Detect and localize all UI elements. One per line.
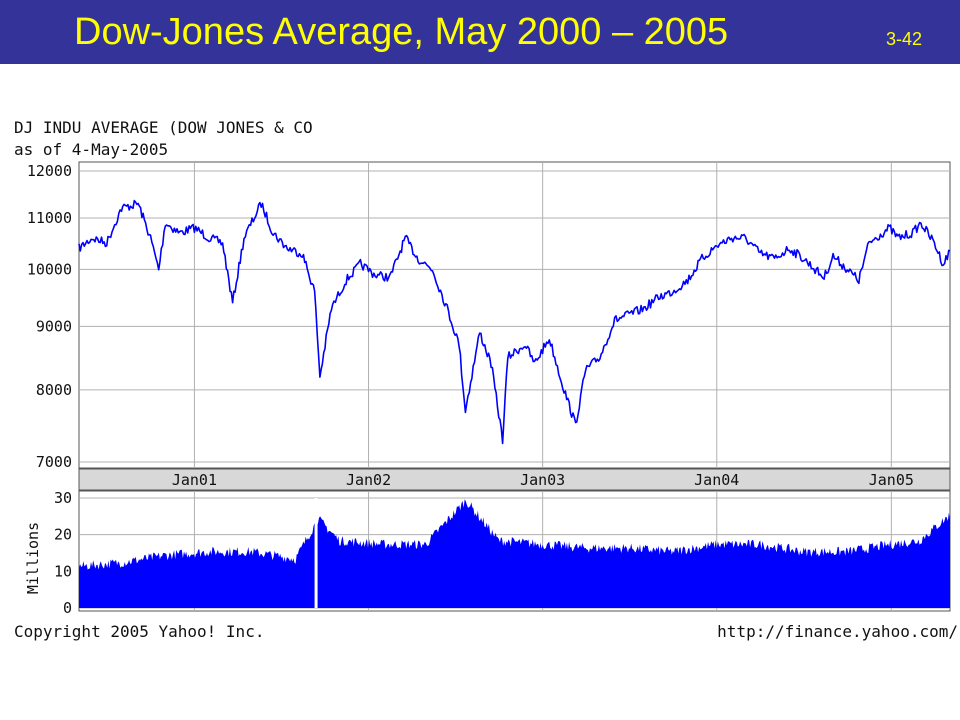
volume-market-closure-gap: [314, 498, 318, 608]
date-tick-label: Jan04: [694, 471, 739, 489]
volume-y-axis: 0 10 20 30: [54, 489, 72, 617]
date-tick-label: Jan03: [520, 471, 565, 489]
price-plot-area: [78, 161, 951, 469]
date-axis-strip: Jan01 Jan02 Jan03 Jan04 Jan05: [78, 468, 951, 491]
date-axis-labels: Jan01 Jan02 Jan03 Jan04 Jan05: [172, 471, 914, 489]
price-y-tick-label: 8000: [36, 381, 72, 399]
slide-title: Dow-Jones Average, May 2000 – 2005: [74, 11, 729, 53]
volume-y-axis-label: Millions: [24, 522, 42, 594]
price-y-axis: 7000 8000 9000 10000 11000 12000: [27, 162, 72, 471]
slide-number: 3-42: [885, 29, 922, 49]
date-tick-label: Jan05: [869, 471, 914, 489]
footer-url: http://finance.yahoo.com/: [717, 622, 958, 641]
volume-panel: 0 10 20 30 Millions: [24, 489, 951, 617]
date-tick-label: Jan02: [346, 471, 391, 489]
volume-y-tick-label: 20: [54, 526, 72, 544]
price-grid: [79, 162, 950, 468]
volume-y-tick-label: 0: [63, 599, 72, 617]
price-y-tick-label: 11000: [27, 209, 72, 227]
volume-series-bars: [79, 499, 950, 608]
volume-y-tick-label: 10: [54, 562, 72, 580]
price-y-tick-label: 12000: [27, 162, 72, 180]
date-tick-label: Jan01: [172, 471, 217, 489]
price-y-tick-label: 7000: [36, 453, 72, 471]
price-y-tick-label: 9000: [36, 317, 72, 335]
footer-copyright: Copyright 2005 Yahoo! Inc.: [14, 622, 264, 641]
price-y-tick-label: 10000: [27, 260, 72, 278]
volume-spikes: [314, 498, 318, 608]
volume-y-tick-label: 30: [54, 489, 72, 507]
chart-title: DJ INDU AVERAGE (DOW JONES & CO: [14, 118, 313, 137]
price-series-line: [78, 199, 951, 445]
price-panel: 7000 8000 9000 10000 11000 12000: [27, 161, 951, 471]
chart-subtitle: as of 4-May-2005: [14, 140, 168, 159]
date-axis-band: [78, 468, 951, 491]
title-banner: Dow-Jones Average, May 2000 – 2005 3-42: [0, 0, 960, 64]
